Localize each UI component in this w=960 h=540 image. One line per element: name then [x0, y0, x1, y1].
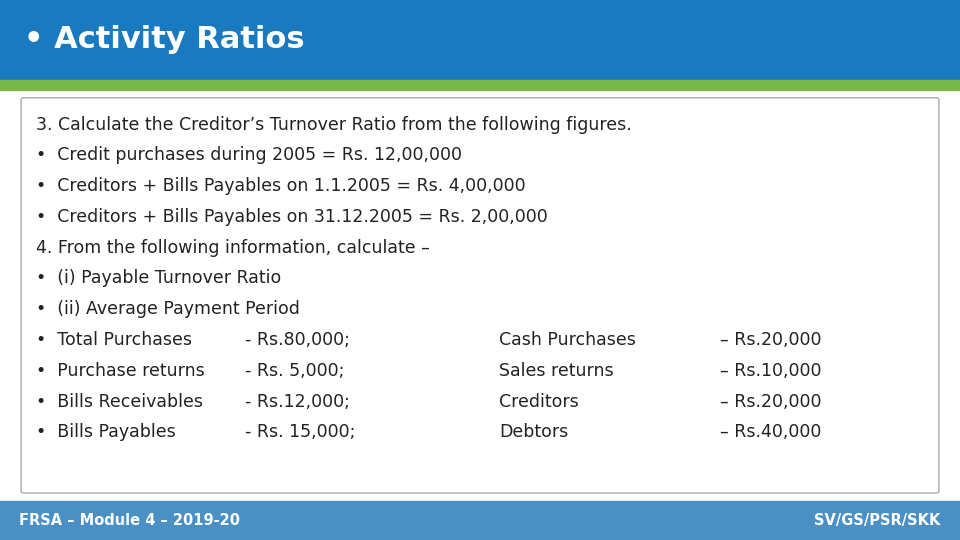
Bar: [0, 0, 960, 80]
Text: - Rs. 15,000;: - Rs. 15,000;: [245, 423, 355, 441]
Text: • Activity Ratios: • Activity Ratios: [24, 25, 304, 55]
Text: – Rs.40,000: – Rs.40,000: [720, 423, 822, 441]
Text: SV/GS/PSR/SKK: SV/GS/PSR/SKK: [814, 513, 941, 528]
Text: 4. From the following information, calculate –: 4. From the following information, calcu…: [36, 239, 430, 256]
Text: •  (ii) Average Payment Period: • (ii) Average Payment Period: [36, 300, 300, 318]
Bar: [0, 80, 960, 90]
FancyBboxPatch shape: [21, 98, 939, 493]
Text: Creditors: Creditors: [499, 393, 579, 410]
Text: •  (i) Payable Turnover Ratio: • (i) Payable Turnover Ratio: [36, 269, 281, 287]
Text: – Rs.10,000: – Rs.10,000: [720, 362, 822, 380]
Text: – Rs.20,000: – Rs.20,000: [720, 331, 822, 349]
Text: - Rs.80,000;: - Rs.80,000;: [245, 331, 349, 349]
Text: FRSA – Module 4 – 2019-20: FRSA – Module 4 – 2019-20: [19, 513, 240, 528]
Text: Cash Purchases: Cash Purchases: [499, 331, 636, 349]
Text: •  Creditors + Bills Payables on 31.12.2005 = Rs. 2,00,000: • Creditors + Bills Payables on 31.12.20…: [36, 208, 548, 226]
Bar: [0, 501, 960, 540]
Text: •  Purchase returns: • Purchase returns: [36, 362, 205, 380]
Text: - Rs. 5,000;: - Rs. 5,000;: [245, 362, 345, 380]
Text: - Rs.12,000;: - Rs.12,000;: [245, 393, 349, 410]
Text: •  Bills Payables: • Bills Payables: [36, 423, 177, 441]
Text: •  Total Purchases: • Total Purchases: [36, 331, 192, 349]
Text: •  Bills Receivables: • Bills Receivables: [36, 393, 204, 410]
Text: 3. Calculate the Creditor’s Turnover Ratio from the following figures.: 3. Calculate the Creditor’s Turnover Rat…: [36, 116, 633, 133]
Text: •  Credit purchases during 2005 = Rs. 12,00,000: • Credit purchases during 2005 = Rs. 12,…: [36, 146, 463, 164]
Text: – Rs.20,000: – Rs.20,000: [720, 393, 822, 410]
Text: Sales returns: Sales returns: [499, 362, 613, 380]
Text: Debtors: Debtors: [499, 423, 568, 441]
Text: •  Creditors + Bills Payables on 1.1.2005 = Rs. 4,00,000: • Creditors + Bills Payables on 1.1.2005…: [36, 177, 526, 195]
